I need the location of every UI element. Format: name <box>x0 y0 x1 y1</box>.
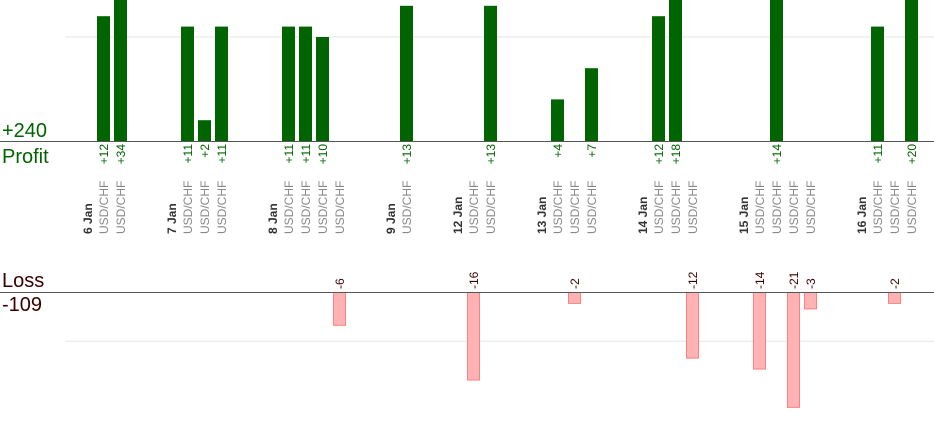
profit-data-label: +7 <box>585 144 599 158</box>
loss-total: -109 <box>2 294 42 316</box>
profit-bar <box>669 0 682 141</box>
axis-layer <box>0 141 934 293</box>
profit-data-label: +12 <box>652 144 666 165</box>
symbol-tick-label: USD/CHF <box>215 181 229 234</box>
loss-bar <box>787 292 800 408</box>
symbol-tick-label: USD/CHF <box>551 181 565 234</box>
profit-data-label: +20 <box>905 144 919 165</box>
symbol-tick-label: USD/CHF <box>686 181 700 234</box>
loss-data-label: -12 <box>686 271 700 289</box>
loss-data-label: -16 <box>467 271 481 289</box>
profit-bar <box>484 5 497 141</box>
symbol-tick-label: USD/CHF <box>905 181 919 234</box>
loss-label: Loss <box>2 270 44 292</box>
profit-bar <box>551 99 564 141</box>
profit-data-label: +11 <box>282 144 296 164</box>
profit-bar <box>585 68 598 141</box>
profit-data-label: +11 <box>299 144 313 164</box>
profit-data-label: +10 <box>316 144 330 165</box>
profit-bar <box>652 16 665 142</box>
profit-bar <box>299 26 312 142</box>
loss-data-label: -3 <box>804 278 818 289</box>
symbol-tick-label: USD/CHF <box>568 181 582 234</box>
date-tick-label: 13 Jan <box>535 197 549 234</box>
symbol-tick-label: USD/CHF <box>669 181 683 234</box>
symbol-tick-label: USD/CHF <box>804 181 818 234</box>
symbol-tick-label: USD/CHF <box>770 181 784 234</box>
date-tick-label: 6 Jan <box>81 203 95 234</box>
loss-bar <box>686 292 699 359</box>
symbol-tick-label: USD/CHF <box>787 181 801 234</box>
loss-data-label: -2 <box>888 278 902 289</box>
symbol-tick-label: USD/CHF <box>198 181 212 234</box>
profit-bar <box>400 5 413 141</box>
profit-data-label: +14 <box>770 144 784 165</box>
symbol-tick-label: USD/CHF <box>484 181 498 234</box>
date-tick-label: 9 Jan <box>384 203 398 234</box>
loss-data-label: -14 <box>753 271 767 289</box>
profit-bar <box>770 0 783 141</box>
profit-data-label: +11 <box>871 144 885 164</box>
loss-bar <box>804 292 817 310</box>
date-tick-label: 15 Jan <box>737 197 751 234</box>
loss-bar <box>753 292 766 370</box>
profit-bar <box>905 0 918 141</box>
symbol-tick-label: USD/CHF <box>114 181 128 234</box>
symbol-tick-label: USD/CHF <box>316 181 330 234</box>
symbol-tick-label: USD/CHF <box>97 181 111 234</box>
symbol-tick-label: USD/CHF <box>652 181 666 234</box>
symbol-tick-label: USD/CHF <box>181 181 195 234</box>
profit-total: +240 <box>2 120 47 142</box>
summary-layer: +240 Profit Loss -109 <box>2 120 49 316</box>
symbol-tick-label: USD/CHF <box>467 181 481 234</box>
profit-bar <box>871 26 884 142</box>
date-tick-label: 12 Jan <box>451 197 465 234</box>
profit-data-label: +13 <box>484 144 498 165</box>
loss-bar <box>888 292 901 304</box>
profit-data-label: +2 <box>198 144 212 158</box>
loss-data-label: -21 <box>787 271 801 289</box>
symbol-tick-label: USD/CHF <box>753 181 767 234</box>
profit-bar <box>316 37 329 141</box>
symbol-tick-label: USD/CHF <box>888 181 902 234</box>
symbol-tick-label: USD/CHF <box>299 181 313 234</box>
profit-data-label: +34 <box>114 144 128 165</box>
loss-data-label: -2 <box>568 278 582 289</box>
profit-data-label: +12 <box>97 144 111 165</box>
loss-bar <box>467 292 480 381</box>
loss-data-label: -6 <box>333 278 347 289</box>
profit-data-label: +11 <box>215 144 229 164</box>
bar-layer <box>97 0 918 408</box>
profit-label: Profit <box>2 146 49 168</box>
symbol-tick-label: USD/CHF <box>585 181 599 234</box>
symbol-tick-label: USD/CHF <box>282 181 296 234</box>
symbol-tick-label: USD/CHF <box>333 181 347 234</box>
loss-bar <box>333 292 346 326</box>
profit-data-label: +11 <box>181 144 195 164</box>
date-tick-label: 7 Jan <box>165 203 179 234</box>
date-tick-label: 14 Jan <box>636 197 650 234</box>
profit-bar <box>114 0 127 141</box>
profit-data-label: +18 <box>669 144 683 165</box>
loss-bar <box>568 292 581 304</box>
profit-bar <box>97 16 110 142</box>
profit-bar <box>181 26 194 142</box>
profit-bar <box>215 26 228 142</box>
profit-data-label: +13 <box>400 144 414 165</box>
date-tick-label: 8 Jan <box>266 203 280 234</box>
profit-bar <box>198 120 211 141</box>
symbol-tick-label: USD/CHF <box>871 181 885 234</box>
profit-bar <box>282 26 295 142</box>
date-tick-label: 16 Jan <box>855 197 869 234</box>
symbol-tick-label: USD/CHF <box>400 181 414 234</box>
profit-data-label: +4 <box>551 144 565 158</box>
